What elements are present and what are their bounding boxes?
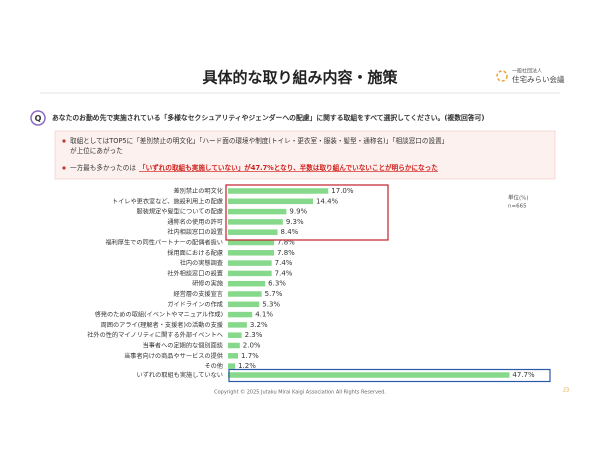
- sample-label: n=665: [508, 204, 527, 210]
- category-label: 採用面における配慮: [167, 249, 223, 257]
- bar: [228, 280, 266, 287]
- none-highlight: [228, 368, 551, 383]
- value-label: 6.3%: [268, 280, 286, 288]
- bar: [228, 342, 240, 349]
- bar: [228, 311, 253, 318]
- bar: [228, 198, 313, 205]
- category-label: 社内の実態調査: [180, 259, 223, 267]
- bar: [228, 270, 272, 277]
- category-label: 当事者向けの商品やサービスの提供: [124, 352, 223, 360]
- value-label: 7.4%: [275, 269, 293, 277]
- bullet-text: 一方最も多かったのは: [70, 163, 136, 172]
- value-label: 9.9%: [289, 208, 307, 216]
- value-label: 14.4%: [316, 197, 339, 205]
- org-name: 住宅みらい会議: [512, 74, 565, 84]
- category-label: 社外相談窓口の設置: [167, 269, 223, 277]
- category-label: 服装規定や髪型についての配慮: [137, 208, 223, 216]
- value-label: 1.2%: [238, 362, 256, 370]
- category-label: 通称名の使用の許可: [167, 218, 223, 226]
- slide-title: 具体的な取り組み内容・施策: [202, 69, 398, 87]
- bar: [228, 301, 260, 308]
- bullet-text: 取組としてはTOP5に「差別禁止の明文化」「ハード面の環境や制度(トイレ・更衣室…: [70, 136, 448, 145]
- value-label: 9.3%: [286, 218, 304, 226]
- category-label: 周囲のアライ(理解者・支援者)の活動の支援: [101, 321, 223, 329]
- value-label: 5.3%: [262, 300, 280, 308]
- bullet-dot: [62, 166, 66, 170]
- value-label: 7.8%: [277, 249, 295, 257]
- bar-chart: 差別禁止の明文化 17.0% トイレや更衣室など、施設利用上の配慮 14.4% 服装規定…: [87, 187, 535, 379]
- bar: [228, 322, 247, 328]
- q-icon: [30, 110, 46, 126]
- org-type: 一般社団法人: [512, 68, 542, 75]
- value-label: 4.1%: [255, 311, 273, 319]
- value-label: 3.2%: [250, 321, 268, 329]
- bar: [228, 219, 283, 225]
- category-label: 社外の性的マイノリティに関する外部イベントへ: [87, 331, 223, 339]
- bullet-dot: [62, 139, 66, 143]
- category-label: 差別禁止の明文化: [174, 187, 224, 195]
- category-label: ガイドラインの作成: [167, 300, 223, 308]
- bar: [228, 239, 275, 246]
- category-label: いずれの取組も実施していない: [137, 371, 223, 379]
- value-label: 5.7%: [265, 290, 283, 298]
- bar: [228, 363, 236, 369]
- bar: [228, 188, 329, 194]
- category-label: 当事者への定期的な個別面談: [143, 342, 223, 350]
- category-label: 啓発のための取組(イベントやマニュアル作成): [95, 311, 223, 319]
- value-label: 2.3%: [245, 331, 263, 339]
- page-number: 23: [563, 388, 569, 394]
- question-text: あなたのお勤め先で実施されている「多様なセクシュアリティやジェンダーへの配慮」に…: [52, 113, 485, 122]
- bar: [228, 291, 262, 297]
- unit-label: 単位(%): [508, 194, 529, 202]
- category-label: トイレや更衣室など、施設利用上の配慮: [112, 197, 223, 205]
- value-label: 47.7%: [512, 371, 535, 379]
- category-label: その他: [204, 362, 223, 370]
- top5-highlight: [225, 184, 389, 241]
- logo-mark: [496, 70, 508, 82]
- category-label: 経営層の支援宣言: [174, 290, 224, 298]
- bar: [228, 332, 242, 338]
- bar: [228, 353, 239, 359]
- bar: [228, 208, 287, 215]
- category-label: 研修の実施: [192, 280, 223, 288]
- value-label: 7.8%: [277, 239, 295, 247]
- category-label: 福利厚生での同性パートナーの配偶者扱い: [105, 239, 223, 247]
- value-label: 8.4%: [281, 228, 299, 236]
- bar: [228, 229, 278, 235]
- bar: [228, 260, 272, 266]
- copyright: Copyright © 2025 Jutaku Mirai Kaigi Asso…: [214, 389, 386, 396]
- q-icon-text: Q: [35, 114, 42, 123]
- bar: [228, 372, 510, 378]
- bullet-text: が上位にあがった: [70, 146, 123, 155]
- value-label: 2.0%: [243, 342, 261, 350]
- value-label: 1.7%: [241, 352, 259, 360]
- summary-box: [54, 130, 556, 180]
- bullet-highlight: 「いずれの取組も実施していない」が47.7%となり、半数は取り組んでいないことが…: [139, 163, 438, 172]
- bar: [228, 250, 275, 256]
- value-label: 7.4%: [275, 259, 293, 267]
- category-label: 社内相談窓口の設置: [167, 228, 223, 236]
- value-label: 17.0%: [331, 187, 354, 195]
